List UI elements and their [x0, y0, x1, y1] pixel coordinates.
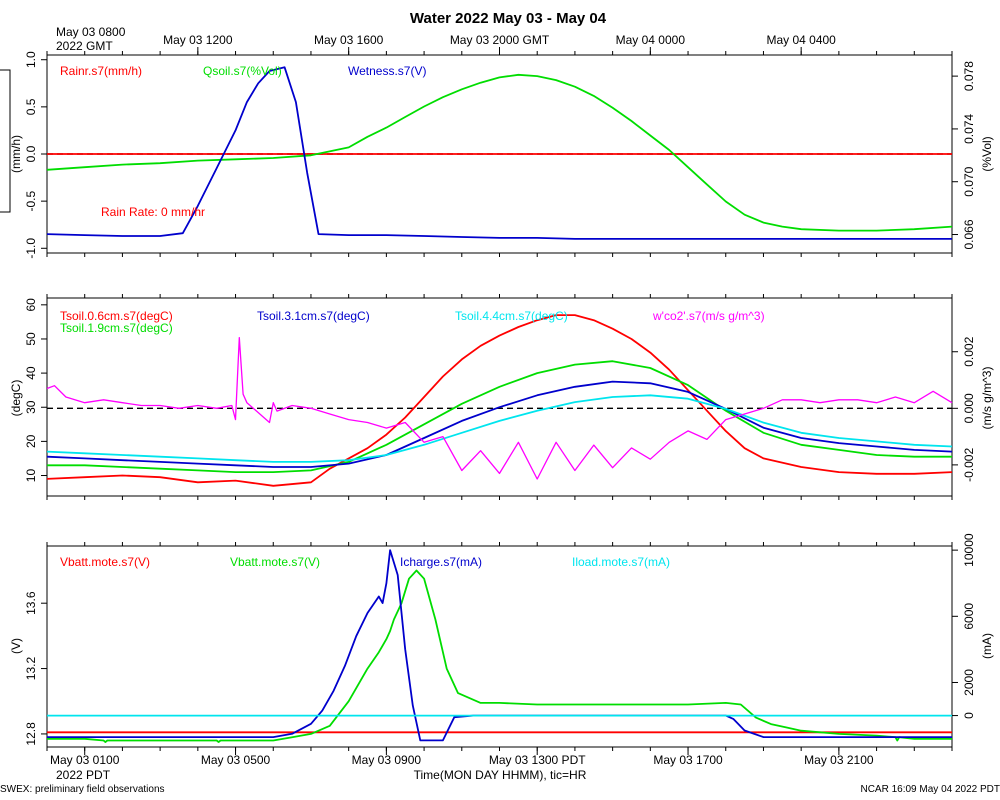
top-axis-tick-label: May 03 2000 GMT — [450, 33, 550, 47]
left-edge-box — [0, 69, 11, 213]
left-y-tick-label: 0.5 — [24, 98, 38, 115]
legend-rainr: Rainr.s7(mm/h) — [60, 64, 142, 78]
legend-tsoil-0-6cm: Tsoil.0.6cm.s7(degC) — [60, 309, 173, 323]
right-y-tick-label: 0 — [962, 712, 976, 719]
water-left-axis-label: (mm/h) — [9, 135, 23, 173]
left-y-tick-label: 1.0 — [24, 51, 38, 68]
legend-tsoil-1-9cm: Tsoil.1.9cm.s7(degC) — [60, 321, 173, 335]
right-y-tick-label: 0.000 — [962, 393, 976, 423]
top-axis-tick-label: May 03 1600 — [314, 33, 384, 47]
right-y-tick-label: -0.002 — [962, 448, 976, 482]
bottom-axis-tick-label: May 03 2100 — [804, 753, 874, 767]
series-line-1-1 — [47, 360, 952, 474]
left-y-tick-label: 50 — [24, 332, 38, 346]
x-axis-label: Time(MON DAY HHMM), tic=HR — [414, 768, 587, 782]
bottom-axis-tick-label: May 03 1300 PDT — [489, 753, 586, 767]
right-y-tick-label: 10000 — [962, 533, 976, 567]
left-y-tick-label: 13.2 — [24, 657, 38, 681]
series-line-1-3 — [46, 394, 953, 463]
series-line-1-4 — [46, 336, 953, 480]
legend-tsoil-4-4cm: Tsoil.4.4cm.s7(degC) — [455, 309, 568, 323]
series-line-0-1 — [46, 73, 953, 232]
legend-vbatt-red: Vbatt.mote.s7(V) — [60, 555, 150, 569]
legend-wetness: Wetness.s7(V) — [348, 64, 426, 78]
legend-tsoil-3-1cm: Tsoil.3.1cm.s7(degC) — [257, 309, 370, 323]
top-axis-tick-label: May 04 0000 — [616, 33, 686, 47]
left-y-tick-label: 60 — [24, 298, 38, 312]
legend-iload: Iload.mote.s7(mA) — [572, 555, 670, 569]
left-y-tick-label: 12.8 — [24, 722, 38, 746]
bottom-axis-tick-label: May 03 0900 — [352, 753, 422, 767]
bottom-axis-tick-label: May 03 0500 — [201, 753, 271, 767]
footer-left: SWEX: preliminary field observations — [0, 784, 165, 795]
series-line-2-2 — [47, 549, 952, 742]
right-y-tick-label: 0.074 — [962, 114, 976, 144]
left-y-tick-label: 20 — [24, 434, 38, 448]
legend-qsoil: Qsoil.s7(%Vol) — [203, 64, 282, 78]
right-y-tick-label: 0.066 — [962, 219, 976, 249]
rain-rate-annotation: Rain Rate: 0 mm/hr — [101, 205, 205, 219]
top-axis-start-label-year: 2022 GMT — [56, 39, 113, 53]
left-y-tick-label: -1.0 — [24, 238, 38, 259]
top-axis-start-label: May 03 0800 — [56, 25, 126, 39]
series-line-1-2 — [46, 380, 953, 468]
water-right-axis-label: (%Vol) — [980, 136, 994, 171]
series-line-0-2 — [46, 66, 952, 240]
left-y-tick-label: 0.0 — [24, 145, 38, 162]
legend-wco2: w'co2'.s7(m/s g/m^3) — [652, 309, 765, 323]
panel-frame-mote-power — [46, 545, 953, 748]
left-y-tick-label: 10 — [24, 469, 38, 483]
power-right-axis-label: (mA) — [980, 633, 994, 659]
right-y-tick-label: 0.070 — [962, 166, 976, 196]
chart-title: Water 2022 May 03 - May 04 — [410, 10, 607, 27]
bottom-axis-start-label: 2022 PDT — [56, 768, 111, 782]
series-line-2-1 — [47, 569, 952, 743]
left-y-tick-label: 13.6 — [24, 591, 38, 615]
series-line-1-0 — [46, 314, 953, 487]
left-y-tick-label: -0.5 — [24, 190, 38, 211]
right-y-tick-label: 6000 — [962, 603, 976, 630]
bottom-axis-tick-label: May 03 1700 — [653, 753, 723, 767]
left-y-tick-label: 30 — [24, 400, 38, 414]
left-y-tick-label: 40 — [24, 366, 38, 380]
series-group — [46, 66, 953, 743]
panel-frame-soil-temperature — [46, 297, 953, 497]
power-left-axis-label: (V) — [9, 638, 23, 654]
soil-left-axis-label: (degC) — [9, 380, 23, 417]
top-axis-tick-label: May 04 0400 — [766, 33, 836, 47]
axes-group: -1.0 -0.5 0.0 0.5 1.0 0.066 0.070 0.074 0.078 10 2… — [24, 33, 976, 767]
soil-right-axis-label: (m/s g/m^3) — [980, 367, 994, 430]
top-axis-tick-label: May 03 1200 — [163, 33, 233, 47]
legend-icharge: Icharge.s7(mA) — [400, 555, 482, 569]
bottom-axis-tick-label: May 03 0100 — [50, 753, 120, 767]
right-y-tick-label: 0.002 — [962, 336, 976, 366]
right-y-tick-label: 0.078 — [962, 61, 976, 91]
footer-right: NCAR 16:09 May 04 2022 PDT — [860, 784, 1000, 795]
right-y-tick-label: 2000 — [962, 669, 976, 696]
legend-vbatt-green: Vbatt.mote.s7(V) — [230, 555, 320, 569]
